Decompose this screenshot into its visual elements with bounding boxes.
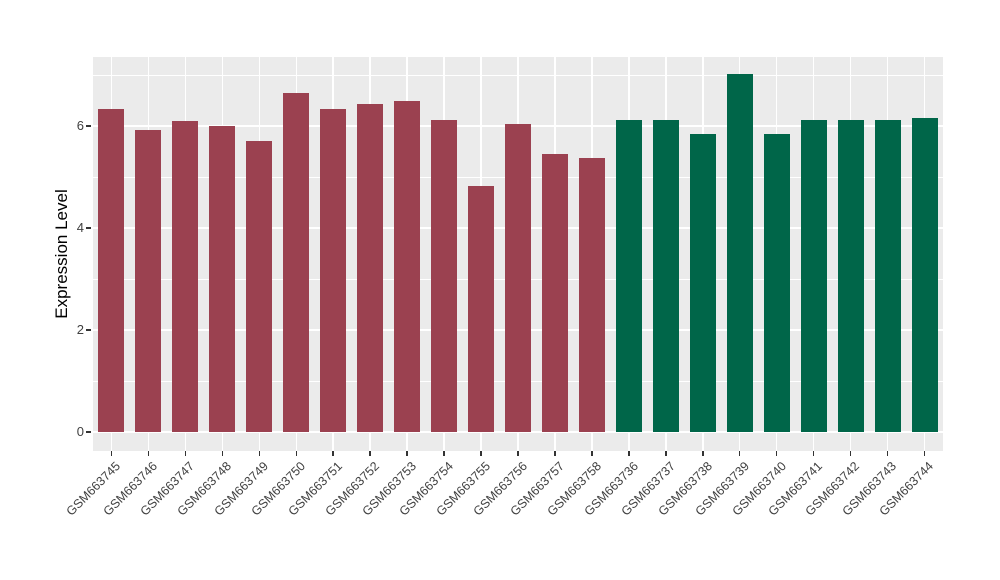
y-tick-label-0: 0 [76, 424, 84, 439]
y-tick-label-2: 2 [76, 322, 84, 337]
bar-GSM663740 [763, 134, 790, 432]
x-tick-mark-GSM663737 [665, 451, 667, 456]
bar-GSM663736 [615, 119, 642, 432]
bar-GSM663745 [98, 109, 125, 432]
y-axis-title: Expression Level [52, 189, 71, 319]
x-tick-mark-GSM663756 [517, 451, 519, 456]
y-tick-mark-4 [86, 227, 91, 229]
bar-GSM663744 [911, 117, 938, 432]
y-tick-mark-6 [86, 125, 91, 127]
x-tick-mark-GSM663736 [628, 451, 630, 456]
x-tick-mark-GSM663746 [147, 451, 150, 456]
plot-panel [93, 57, 943, 451]
bar-GSM663737 [652, 119, 679, 432]
x-tick-mark-GSM663757 [554, 451, 556, 456]
bar-GSM663758 [578, 158, 605, 432]
x-tick-mark-GSM663748 [221, 451, 224, 456]
bar-GSM663748 [209, 126, 236, 432]
bar-GSM663741 [800, 119, 827, 432]
bar-GSM663742 [837, 120, 864, 432]
bar-GSM663746 [135, 129, 162, 432]
x-tick-mark-GSM663758 [591, 451, 593, 456]
x-tick-mark-GSM663741 [812, 451, 815, 456]
x-tick-mark-GSM663747 [184, 451, 187, 456]
bar-GSM663750 [283, 92, 310, 432]
bar-GSM663756 [505, 123, 531, 432]
x-tick-mark-GSM663743 [886, 451, 889, 456]
bar-GSM663757 [541, 153, 568, 432]
bar-GSM663743 [874, 119, 901, 432]
x-tick-mark-GSM663755 [480, 451, 482, 456]
bar-GSM663749 [246, 141, 273, 432]
x-tick-mark-GSM663753 [406, 451, 408, 456]
x-tick-mark-GSM663744 [923, 451, 926, 456]
x-tick-mark-GSM663752 [369, 451, 371, 456]
bar-GSM663752 [357, 104, 384, 432]
x-tick-mark-GSM663751 [332, 451, 334, 456]
bar-GSM663755 [468, 186, 495, 432]
y-tick-mark-0 [86, 431, 91, 433]
bar-GSM663738 [689, 134, 716, 432]
y-tick-label-4: 4 [76, 220, 84, 235]
bar-GSM663753 [394, 101, 421, 432]
x-tick-mark-GSM663739 [738, 451, 741, 456]
bar-GSM663751 [320, 109, 347, 432]
y-tick-mark-2 [86, 329, 91, 331]
x-tick-mark-GSM663738 [702, 451, 704, 456]
x-tick-mark-GSM663742 [849, 451, 852, 456]
bar-GSM663754 [431, 119, 458, 432]
x-tick-mark-GSM663740 [775, 451, 778, 456]
x-tick-mark-GSM663754 [443, 451, 445, 456]
y-tick-label-6: 6 [76, 118, 84, 133]
x-tick-mark-GSM663750 [295, 451, 297, 456]
x-tick-mark-GSM663745 [110, 451, 113, 456]
bar-GSM663747 [172, 121, 199, 432]
x-tick-mark-GSM663749 [258, 451, 261, 456]
bar-GSM663739 [726, 74, 753, 432]
